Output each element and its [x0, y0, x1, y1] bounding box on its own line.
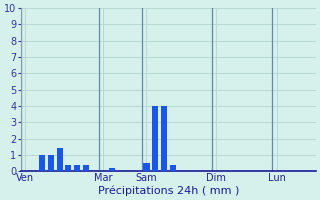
- Bar: [48, 155, 54, 171]
- Bar: [109, 168, 115, 171]
- X-axis label: Précipitations 24h ( mm ): Précipitations 24h ( mm ): [98, 185, 239, 196]
- Bar: [39, 155, 45, 171]
- Bar: [170, 165, 176, 171]
- Bar: [152, 106, 158, 171]
- Bar: [161, 106, 167, 171]
- Bar: [74, 165, 80, 171]
- Bar: [143, 163, 149, 171]
- Bar: [57, 148, 63, 171]
- Bar: [83, 165, 89, 171]
- Bar: [65, 165, 71, 171]
